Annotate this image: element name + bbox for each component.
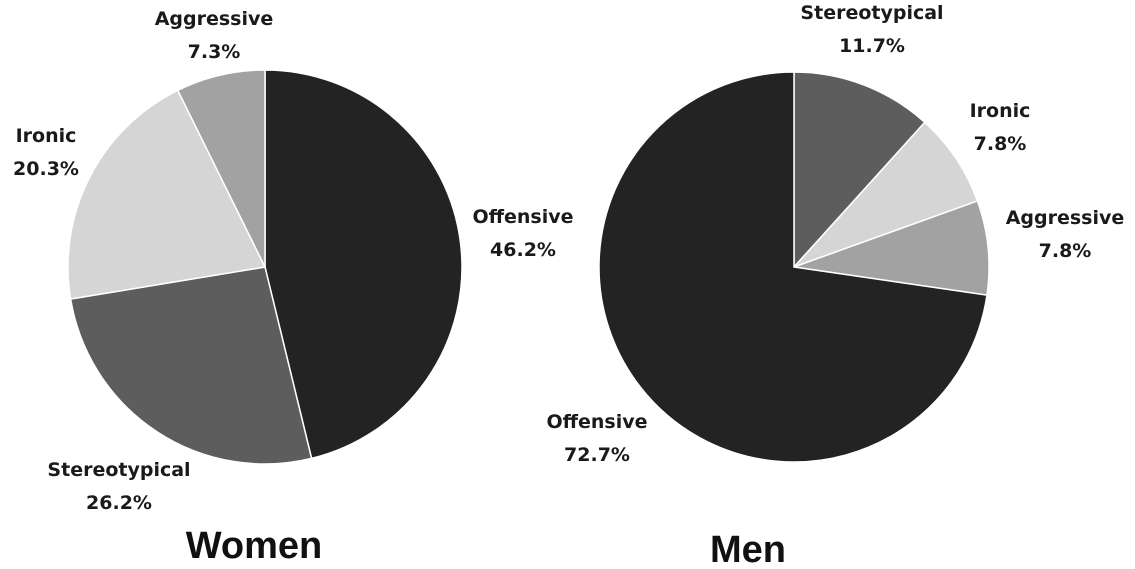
slice-value-aggressive: 7.3%: [188, 41, 241, 63]
slice-label-ironic: Ironic: [16, 125, 77, 147]
slice-label-offensive: Offensive: [546, 411, 647, 433]
chart-title: Women: [186, 525, 323, 567]
pie-slice-ironic: [793, 121, 979, 268]
pie-women: Offensive 46.2% Stereotypical 26.2% Ironic 20…: [13, 8, 573, 567]
pie-slice-ironic: [67, 89, 267, 300]
slice-label-stereotypical: Stereotypical: [47, 459, 190, 481]
slice-label-stereotypical: Stereotypical: [800, 2, 943, 24]
pie-slice-stereotypical: [793, 71, 926, 269]
slice-value-stereotypical: 26.2%: [86, 492, 152, 514]
pie-slice-aggressive: [793, 199, 990, 296]
pie-slice-offensive: [598, 71, 988, 463]
slice-value-stereotypical: 11.7%: [839, 35, 905, 57]
slice-value-aggressive: 7.8%: [1039, 240, 1092, 262]
slice-value-offensive: 46.2%: [490, 239, 556, 261]
pie-men: Stereotypical 11.7% Ironic 7.8% Aggressive 7.…: [546, 2, 1124, 569]
slice-value-ironic: 20.3%: [13, 158, 79, 180]
slice-label-aggressive: Aggressive: [1006, 207, 1125, 229]
slice-value-offensive: 72.7%: [564, 444, 630, 466]
slice-label-aggressive: Aggressive: [155, 8, 274, 30]
pie-slice-stereotypical: [69, 266, 313, 465]
slice-label-offensive: Offensive: [472, 206, 573, 228]
pie-slice-offensive: [264, 69, 463, 460]
chart-title: Men: [710, 529, 786, 569]
slice-value-ironic: 7.8%: [974, 133, 1027, 155]
pie-slice-aggressive: [176, 69, 266, 268]
slice-label-ironic: Ironic: [970, 100, 1031, 122]
